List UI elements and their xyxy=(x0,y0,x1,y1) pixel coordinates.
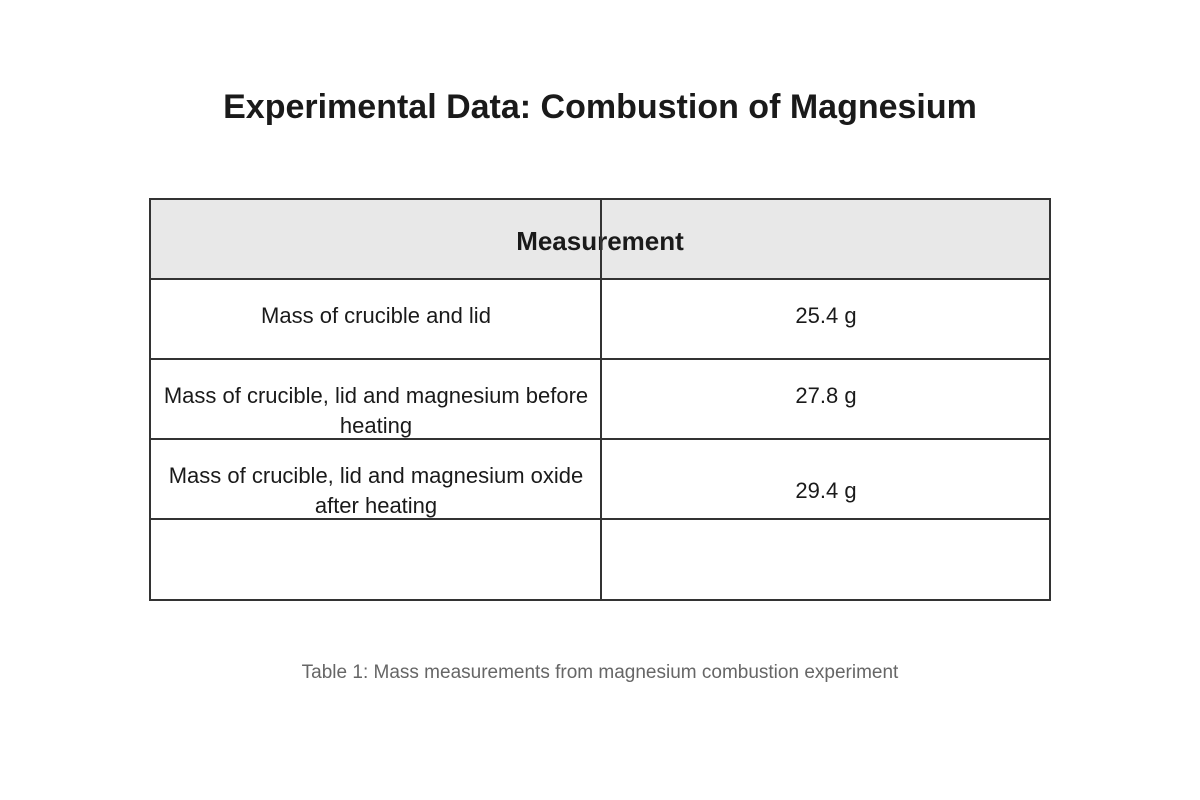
row-label: Mass of crucible and lid xyxy=(261,303,491,328)
row-value: 25.4 g xyxy=(795,303,857,328)
table-caption: Table 1: Mass measurements from magnesiu… xyxy=(301,662,899,683)
table-row: Mass of crucible, lid and magnesium oxid… xyxy=(151,440,1049,520)
column-divider xyxy=(600,200,602,599)
row-label: Mass of crucible, lid and magnesium oxid… xyxy=(168,463,584,518)
page-title: Experimental Data: Combustion of Magnesi… xyxy=(223,88,977,126)
row-value: 27.8 g xyxy=(795,383,857,408)
row-value: 29.4 g xyxy=(795,478,857,503)
measurement-table: Measurement Mass of crucible and lid 25.… xyxy=(149,198,1051,601)
row-label: Mass of crucible, lid and magnesium befo… xyxy=(163,383,589,438)
